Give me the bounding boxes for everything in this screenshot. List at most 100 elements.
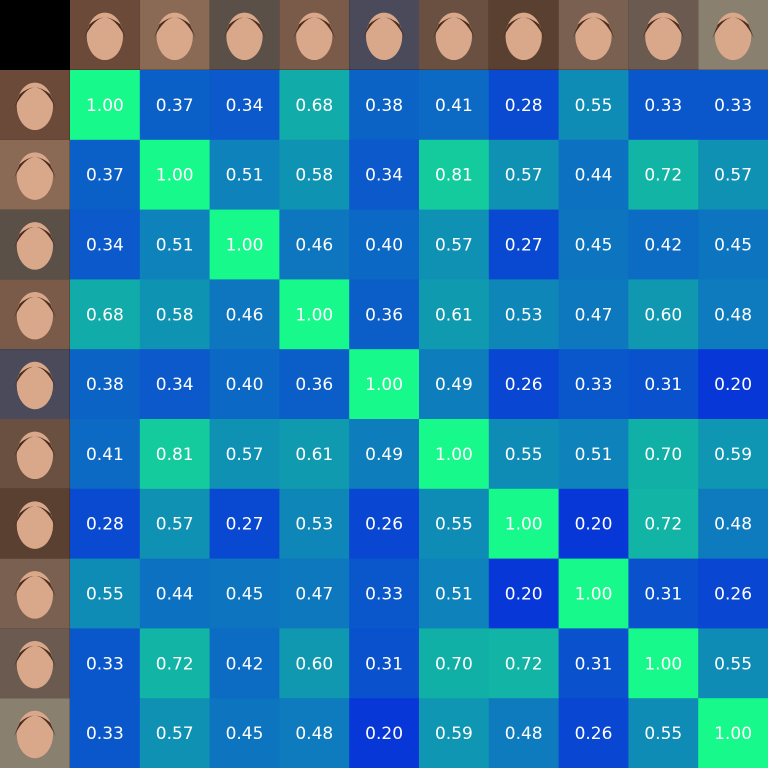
heatmap-cell <box>419 558 490 629</box>
heatmap-cell <box>349 698 420 768</box>
column-face-hair <box>293 17 336 39</box>
cell-label: 0.47 <box>575 305 613 325</box>
cell-label: 0.44 <box>575 166 613 186</box>
heatmap-cell <box>349 279 420 350</box>
cell-label: 0.55 <box>714 654 752 674</box>
heatmap-cell <box>698 419 768 490</box>
cell-label: 0.57 <box>714 166 752 186</box>
heatmap-cell <box>279 209 350 280</box>
heatmap-cell <box>70 70 141 141</box>
heatmap-cell <box>139 558 211 629</box>
heatmap-cell <box>279 698 350 768</box>
cell-label: 0.70 <box>644 445 682 465</box>
cell-label: 0.26 <box>365 515 403 535</box>
heatmap-cell <box>488 698 560 768</box>
cell-label: 0.58 <box>295 166 333 186</box>
heatmap-cell <box>488 209 560 280</box>
cell-label: 0.46 <box>295 236 333 256</box>
row-face-skin <box>16 571 54 619</box>
cell-label: 0.59 <box>714 445 752 465</box>
cell-label: 0.20 <box>714 375 752 395</box>
column-face-hair <box>223 17 266 39</box>
heatmap-cell <box>558 209 629 280</box>
heatmap-cell <box>488 70 560 141</box>
heatmap-cell <box>488 349 560 420</box>
heatmap-cell <box>698 698 768 768</box>
heatmap-cell <box>419 488 490 560</box>
heatmap-cell <box>209 209 280 280</box>
cell-label: 1.00 <box>365 375 403 395</box>
cell-label: 0.70 <box>435 654 473 674</box>
row-face-hair <box>13 366 56 388</box>
cell-label: 0.34 <box>156 375 194 395</box>
heatmap-cell <box>70 488 141 560</box>
row-face-hair <box>13 157 56 179</box>
cell-label: 0.34 <box>226 96 264 116</box>
cell-label: 0.48 <box>714 305 752 325</box>
heatmap-cell <box>558 488 629 560</box>
cell-label: 0.48 <box>505 724 543 744</box>
column-face-hair <box>502 17 545 39</box>
heatmap-cell <box>279 70 350 141</box>
cell-label: 0.37 <box>156 96 194 116</box>
heatmap-cell <box>139 70 211 141</box>
heatmap-cell <box>558 139 629 211</box>
heatmap-cell <box>139 349 211 420</box>
cell-label: 0.53 <box>505 305 543 325</box>
heatmap-cell <box>558 279 629 350</box>
cell-label: 0.55 <box>86 585 124 605</box>
cell-label: 0.28 <box>86 515 124 535</box>
heatmap-cell <box>698 488 768 560</box>
cell-label: 0.40 <box>226 375 264 395</box>
cell-label: 0.47 <box>295 585 333 605</box>
heatmap-cell <box>488 628 560 699</box>
cell-label: 0.59 <box>435 724 473 744</box>
heatmap-cell <box>628 628 699 699</box>
cell-label: 0.38 <box>86 375 124 395</box>
column-face-hair <box>83 17 126 39</box>
heatmap-cell <box>209 698 280 768</box>
cell-label: 0.81 <box>156 445 194 465</box>
heatmap-cell <box>209 279 280 350</box>
cell-label: 0.33 <box>86 654 124 674</box>
heatmap-cell <box>558 349 629 420</box>
cell-label: 0.48 <box>295 724 333 744</box>
heatmap-cell <box>698 209 768 280</box>
cell-label: 0.48 <box>714 515 752 535</box>
cell-label: 0.72 <box>505 654 543 674</box>
cell-label: 0.72 <box>644 515 682 535</box>
cell-label: 0.26 <box>714 585 752 605</box>
cell-label: 0.55 <box>505 445 543 465</box>
heatmap-cell <box>349 349 420 420</box>
cell-label: 0.55 <box>644 724 682 744</box>
column-face-hair <box>432 17 475 39</box>
heatmap-cell <box>349 558 420 629</box>
heatmap-cell <box>349 70 420 141</box>
cell-label: 1.00 <box>505 515 543 535</box>
cell-label: 0.46 <box>226 305 264 325</box>
heatmap-cell <box>279 628 350 699</box>
column-face-skin <box>575 12 612 61</box>
heatmap-cell <box>279 139 350 211</box>
row-face-skin <box>16 501 54 549</box>
corner <box>0 0 70 70</box>
cell-label: 0.41 <box>86 445 124 465</box>
heatmap-cell <box>209 139 280 211</box>
heatmap-cell <box>139 209 211 280</box>
heatmap-cell <box>279 488 350 560</box>
cell-label: 0.72 <box>156 654 194 674</box>
cell-label: 0.20 <box>365 724 403 744</box>
heatmap-cell <box>628 209 699 280</box>
heatmap-cell <box>419 419 490 490</box>
heatmap-cell <box>558 628 629 699</box>
cell-label: 0.34 <box>365 166 403 186</box>
cell-label: 0.57 <box>226 445 264 465</box>
cell-label: 0.42 <box>226 654 264 674</box>
heatmap-cell <box>628 279 699 350</box>
cell-label: 0.57 <box>435 236 473 256</box>
cell-label: 0.68 <box>295 96 333 116</box>
heatmap-cell <box>698 279 768 350</box>
heatmap-cell <box>419 349 490 420</box>
